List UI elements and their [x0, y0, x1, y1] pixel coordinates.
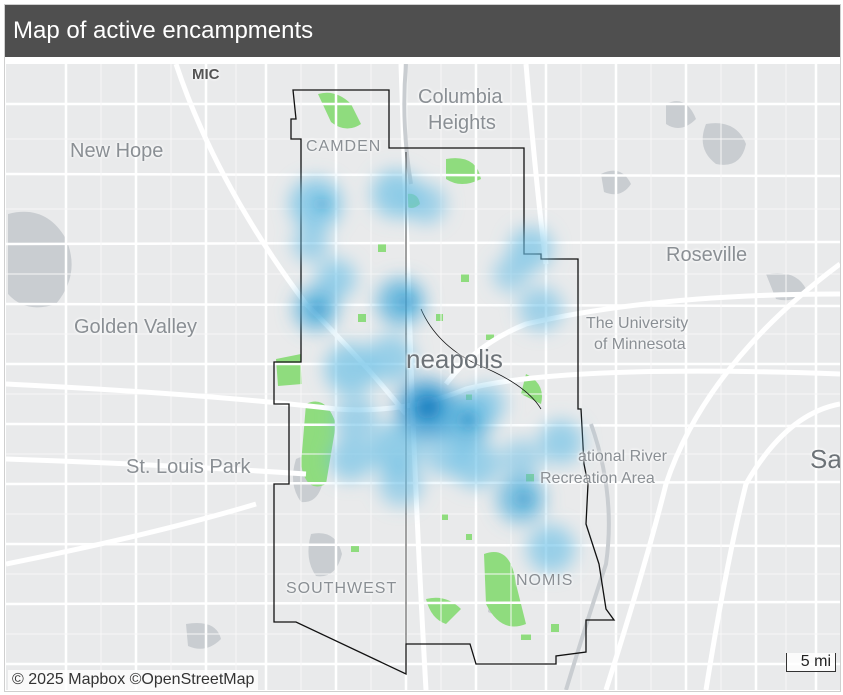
place-label-national-river-1: ational River — [578, 448, 667, 465]
map-layer — [6, 64, 840, 690]
map-frame — [4, 4, 841, 692]
place-label-camden: CAMDEN — [306, 138, 382, 155]
page-title: Map of active encampments — [5, 5, 840, 57]
place-label-columbia-heights-2: Heights — [428, 112, 496, 134]
place-label-edge: Sa — [810, 444, 840, 474]
place-label-nomis: NOMIS — [516, 572, 574, 589]
encampment-heatmap — [290, 170, 583, 573]
place-label-golden-valley: Golden Valley — [74, 316, 198, 338]
place-label-st-louis-park: St. Louis Park — [126, 456, 251, 478]
place-label-university-1: The University — [586, 315, 689, 332]
place-label-columbia-heights-1: Columbia — [418, 86, 503, 108]
place-label-national-river-2: Recreation Area — [540, 470, 655, 487]
place-label-southwest: SOUTHWEST — [286, 580, 398, 597]
highway-label-mic: MIC — [192, 66, 220, 83]
scale-bar: 5 mi — [786, 653, 836, 672]
place-label-university-2: of Minnesota — [594, 336, 686, 353]
encampment-map[interactable]: MIC Columbia Heights New Hope CAMDEN Ros… — [6, 64, 840, 690]
map-attribution[interactable]: © 2025 Mapbox ©OpenStreetMap — [8, 670, 259, 690]
place-label-new-hope: New Hope — [70, 140, 164, 162]
parks — [276, 92, 559, 640]
place-label-minneapolis: neapolis — [406, 344, 503, 374]
encampment-hotspot — [311, 198, 531, 506]
place-label-roseville: Roseville — [666, 244, 748, 266]
